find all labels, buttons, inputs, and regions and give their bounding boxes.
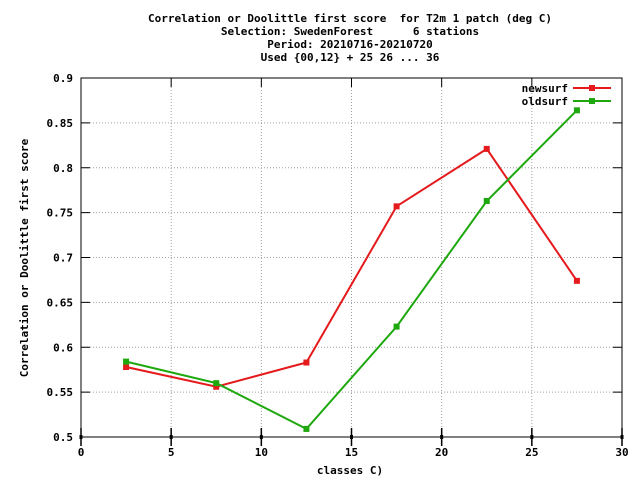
data-point-oldsurf	[483, 197, 490, 204]
x-tick-label: 5	[168, 446, 175, 459]
title-line-1: Correlation or Doolittle first score for…	[148, 12, 552, 25]
x-tick-label: 25	[525, 446, 538, 459]
x-tick-label: 0	[78, 446, 85, 459]
x-tick-label: 30	[615, 446, 628, 459]
data-point-oldsurf	[393, 323, 400, 330]
title-line-4: Used {00,12} + 25 26 ... 36	[261, 51, 440, 64]
series-line-oldsurf	[125, 109, 578, 431]
legend-label-oldsurf: oldsurf	[522, 95, 568, 108]
legend-marker-newsurf	[589, 85, 595, 91]
grid	[81, 78, 622, 437]
plot-frame	[80, 77, 623, 438]
data-point-newsurf	[213, 383, 220, 390]
data-point-oldsurf	[303, 425, 310, 432]
y-axis-label: Correlation or Doolittle first score	[18, 138, 31, 377]
y-tick-label: 0.65	[47, 296, 74, 309]
series-line-newsurf	[125, 147, 578, 388]
x-tick-label: 15	[345, 446, 358, 459]
y-tick-label: 0.5	[53, 431, 73, 444]
data-point-oldsurf	[123, 358, 130, 365]
y-tick-label: 0.9	[53, 72, 73, 85]
x-axis-label: classes C)	[317, 464, 383, 477]
data-point-oldsurf	[573, 107, 580, 114]
data-point-newsurf	[123, 363, 130, 370]
data-point-newsurf	[573, 277, 580, 284]
x-tick-label: 10	[255, 446, 268, 459]
y-tick-label: 0.55	[47, 386, 74, 399]
data-point-newsurf	[483, 145, 490, 152]
axes	[79, 77, 624, 446]
y-tick-label: 0.8	[53, 162, 73, 175]
data-point-newsurf	[393, 203, 400, 210]
legend-label-newsurf: newsurf	[522, 82, 568, 95]
chart-title: Correlation or Doolittle first score for…	[148, 12, 552, 64]
data-point-oldsurf	[213, 380, 220, 387]
series-layer	[123, 107, 580, 432]
y-tick-label: 0.75	[47, 207, 74, 220]
tick-labels: 0.5 0.55 0.6 0.65 0.7 0.75 0.8 0.85 0.9 0 5 10 15 20 2…	[47, 72, 629, 459]
data-point-newsurf	[303, 359, 310, 366]
y-tick-label: 0.7	[53, 252, 73, 265]
title-line-3: Period: 20210716-20210720	[267, 38, 433, 51]
y-tick-label: 0.6	[53, 341, 73, 354]
legend-marker-oldsurf	[589, 98, 595, 104]
title-line-2: Selection: SwedenForest 6 stations	[221, 25, 479, 38]
x-tick-label: 20	[435, 446, 448, 459]
y-tick-label: 0.85	[47, 117, 74, 130]
